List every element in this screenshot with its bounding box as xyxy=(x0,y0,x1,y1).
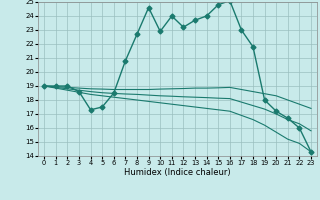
X-axis label: Humidex (Indice chaleur): Humidex (Indice chaleur) xyxy=(124,168,231,177)
